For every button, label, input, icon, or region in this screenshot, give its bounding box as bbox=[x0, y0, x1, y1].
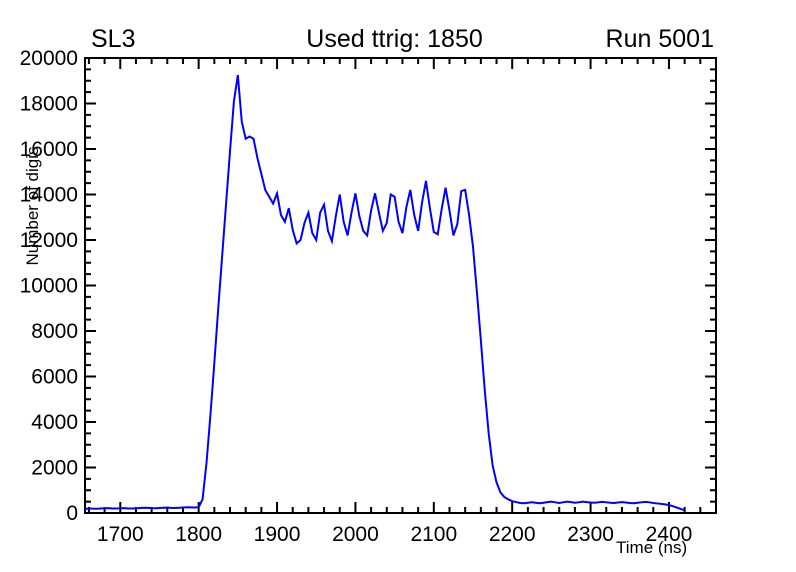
svg-text:14000: 14000 bbox=[20, 184, 78, 207]
svg-text:2000: 2000 bbox=[31, 457, 78, 480]
svg-text:2000: 2000 bbox=[332, 523, 379, 546]
svg-text:8000: 8000 bbox=[31, 320, 78, 343]
svg-text:6000: 6000 bbox=[31, 366, 78, 389]
svg-text:2400: 2400 bbox=[646, 523, 693, 546]
axis-tick-labels: 1700 1800 1900 2000 2100 2200 2300 2400 0 2000 400… bbox=[20, 47, 693, 546]
plot-frame bbox=[84, 57, 717, 514]
svg-text:2100: 2100 bbox=[410, 523, 457, 546]
svg-text:1800: 1800 bbox=[175, 523, 222, 546]
axis-ticks bbox=[85, 57, 717, 514]
svg-text:12000: 12000 bbox=[20, 229, 78, 252]
data-series-digis bbox=[84, 74, 685, 512]
x-axis-title: Time (ns) bbox=[616, 538, 688, 557]
svg-text:2300: 2300 bbox=[567, 523, 614, 546]
svg-text:20000: 20000 bbox=[20, 47, 78, 70]
svg-text:2200: 2200 bbox=[489, 523, 536, 546]
svg-text:1900: 1900 bbox=[254, 523, 301, 546]
svg-text:18000: 18000 bbox=[20, 93, 78, 116]
svg-text:16000: 16000 bbox=[20, 138, 78, 161]
svg-text:4000: 4000 bbox=[31, 411, 78, 434]
svg-text:1700: 1700 bbox=[97, 523, 144, 546]
svg-text:0: 0 bbox=[66, 502, 78, 525]
svg-text:10000: 10000 bbox=[20, 275, 78, 298]
